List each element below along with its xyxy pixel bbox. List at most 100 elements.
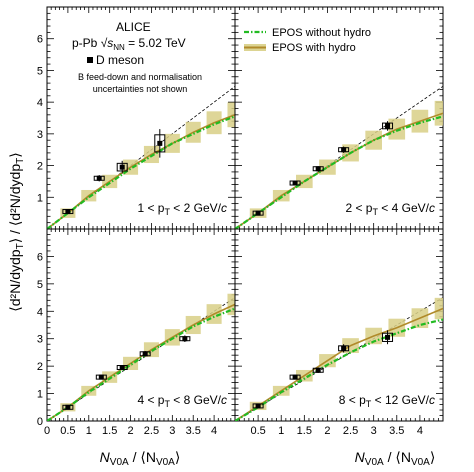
epos-hydro-line xyxy=(235,307,443,421)
x-axis-label-right: NV0A / ⟨NV0A⟩ xyxy=(355,449,436,468)
y-tick-label: 4 xyxy=(37,97,43,109)
y-tick-label: 2 xyxy=(37,361,43,373)
y-tick-label: 4 xyxy=(37,306,43,318)
data-point-marker xyxy=(341,147,347,153)
x-tick-label: 3.5 xyxy=(186,425,201,437)
x-tick-label: 1.5 xyxy=(297,425,312,437)
x-tick-label: 2.5 xyxy=(343,425,358,437)
panel-bottom-right: 0.5 1 1.5 2 2.5 3 3.5 4 8 < pT < 12 GeV/c xyxy=(234,228,444,437)
x-label-right-end: ⟩ xyxy=(430,449,435,465)
epos-hydro-band-segment xyxy=(434,297,443,320)
y-tick-label: 5 xyxy=(37,65,43,77)
legend-epos-no-hydro-label: EPOS without hydro xyxy=(272,27,371,39)
note-line-2: uncertainties not shown xyxy=(93,84,188,94)
pt-range-label-part: T xyxy=(372,207,378,217)
x-label-left-mid: / ⟨N xyxy=(129,449,156,465)
epos-no-hydro-line xyxy=(47,307,235,421)
x-tick-label: 0 xyxy=(44,425,50,437)
panel-plot-area xyxy=(47,293,235,421)
pt-range-label-part: c xyxy=(221,201,227,215)
x-tick-label: 0.5 xyxy=(250,425,265,437)
data-point-marker xyxy=(341,345,347,351)
y-tick-label: 1 xyxy=(37,192,43,204)
y-tick-label: 3 xyxy=(37,129,43,141)
x-tick-label: 4 xyxy=(417,425,423,437)
y-tick-label: 1 xyxy=(37,389,43,401)
x-tick-label: 1.5 xyxy=(102,425,117,437)
panel-top-left: 1 2 3 4 5 6 1 < pT < 2 GeV/c xyxy=(37,6,236,230)
pt-range-label: 2 < pT < 4 GeV/c xyxy=(345,201,435,217)
data-point-marker xyxy=(65,209,71,215)
pt-range-label-part: c xyxy=(221,393,227,407)
data-point-syst-box xyxy=(382,122,394,130)
data-point-marker xyxy=(65,404,71,410)
data-point-marker xyxy=(255,403,261,409)
system-label: p-Pb √sNN = 5.02 TeV xyxy=(72,36,186,52)
pt-range-label-part: < 2 GeV/ xyxy=(170,201,222,215)
x-label-left-end: ⟩ xyxy=(175,449,180,465)
data-point-marker xyxy=(96,175,102,181)
experiment-label: ALICE xyxy=(116,20,151,34)
epos-hydro-band-segment xyxy=(227,293,235,316)
x-label-right-sub1: V0A xyxy=(365,457,384,468)
data-point-marker xyxy=(119,365,125,371)
x-tick-label: 4 xyxy=(211,425,217,437)
panel-bottom-left: 0 1 2 3 4 5 6 0 0.5 1 1.5 2 2.5 3 3.5 4 4 < pT < 8 GeV/c xyxy=(37,228,236,437)
pt-range-label-part: 2 < p xyxy=(345,201,372,215)
x-tick-label: 1 xyxy=(278,425,284,437)
data-point-marker xyxy=(385,123,391,129)
sqrt-symbol: √ xyxy=(101,36,108,50)
x-tick-label: 3 xyxy=(169,425,175,437)
pt-range-label-part: 1 < p xyxy=(137,201,164,215)
epos-no-hydro-line xyxy=(235,318,443,421)
data-point-marker xyxy=(315,166,321,172)
energy-value: = 5.02 TeV xyxy=(125,36,186,50)
x-label-right-sub2: V0A xyxy=(411,457,430,468)
y-label-sub1: T xyxy=(15,243,26,249)
pt-range-label-part: 8 < p xyxy=(339,393,366,407)
epos-no-hydro-line xyxy=(235,115,443,229)
y-tick-label: 2 xyxy=(37,161,43,173)
pt-range-label-part: c xyxy=(429,393,435,407)
pt-range-label-part: 4 < p xyxy=(137,393,164,407)
legend-epos-hydro-label: EPOS with hydro xyxy=(272,42,356,54)
x-axis-label-left: NV0A / ⟨NV0A⟩ xyxy=(100,449,181,468)
pt-range-label-part: T xyxy=(164,207,170,217)
x-tick-label: 3.5 xyxy=(389,425,404,437)
pt-range-label-part: c xyxy=(429,201,435,215)
data-point-marker xyxy=(315,367,321,373)
pt-range-label-part: T xyxy=(366,399,372,409)
x-label-right-mid: / ⟨N xyxy=(384,449,411,465)
x-label-left-sub1: V0A xyxy=(110,457,129,468)
reference-line xyxy=(47,297,235,421)
reference-line xyxy=(47,85,235,229)
data-point-marker xyxy=(292,374,298,380)
pt-range-label: 1 < pT < 2 GeV/c xyxy=(137,201,227,217)
x-tick-label: 1 xyxy=(86,425,92,437)
panel-frame xyxy=(234,228,444,422)
pt-range-label: 8 < pT < 12 GeV/c xyxy=(339,393,435,409)
data-point-syst-box xyxy=(154,134,166,153)
y-label-part3: ⟩ xyxy=(7,152,23,157)
y-label-sub2: T xyxy=(15,158,26,164)
y-tick-label: 3 xyxy=(37,334,43,346)
x-tick-label: 2.5 xyxy=(144,425,159,437)
panel-plot-area xyxy=(235,85,443,229)
epos-no-hydro-line xyxy=(47,115,235,229)
y-tick-label: 5 xyxy=(37,279,43,291)
x-label-left-sub2: V0A xyxy=(156,457,175,468)
d-meson-label: D meson xyxy=(96,53,144,67)
x-tick-label: 2 xyxy=(127,425,133,437)
y-tick-label: 6 xyxy=(37,251,43,263)
data-point-marker xyxy=(142,351,148,357)
sqrt-sub: NN xyxy=(113,43,125,52)
pt-range-label-part: T xyxy=(164,399,170,409)
x-tick-label: 2 xyxy=(324,425,330,437)
pt-range-label: 4 < pT < 8 GeV/c xyxy=(137,393,227,409)
y-label-part2: ⟩ / ⟨d²N/dydp xyxy=(7,164,23,244)
epos-hydro-band-segment xyxy=(227,102,235,128)
x-label-left-n: N xyxy=(100,449,111,465)
pt-range-label-part: < 8 GeV/ xyxy=(170,393,222,407)
data-point-marker xyxy=(385,334,391,340)
data-point-marker xyxy=(119,164,125,170)
